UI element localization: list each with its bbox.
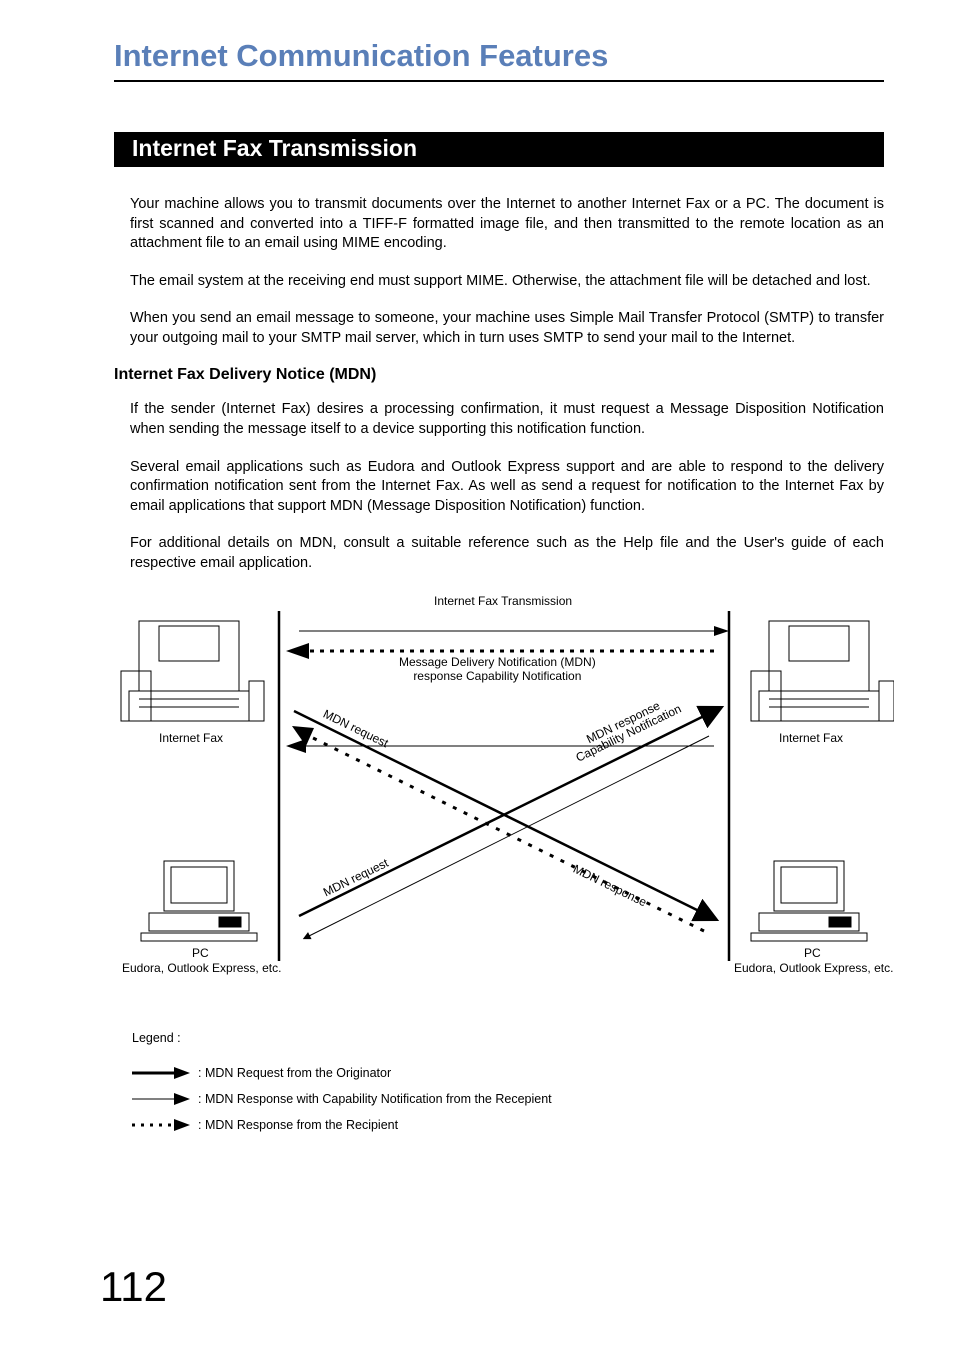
body-paragraph: Your machine allows you to transmit docu…	[130, 195, 884, 254]
body-paragraph: The email system at the receiving end mu…	[130, 272, 884, 292]
body-paragraph: If the sender (Internet Fax) desires a p…	[130, 400, 884, 439]
sub-heading: Internet Fax Delivery Notice (MDN)	[114, 366, 884, 384]
left-fax-label: Internet Fax	[159, 731, 223, 745]
section-heading: Internet Fax Transmission	[114, 132, 884, 167]
legend-item: : MDN Response from the Recipient	[132, 1117, 884, 1133]
diagram-top-label: Internet Fax Transmission	[434, 594, 572, 608]
right-fax-label: Internet Fax	[779, 731, 843, 745]
mdn-line2: response Capability Notification	[413, 669, 581, 683]
legend-item: : MDN Response with Capability Notificat…	[132, 1091, 884, 1107]
mdn-line1: Message Delivery Notification (MDN)	[399, 655, 596, 669]
page-title: Internet Communication Features	[114, 38, 884, 74]
body-paragraph: When you send an email message to someon…	[130, 309, 884, 348]
legend-swatch-thin	[132, 1091, 192, 1107]
title-divider	[114, 80, 884, 82]
legend-text: : MDN Request from the Originator	[198, 1066, 391, 1080]
legend-item: : MDN Request from the Originator	[132, 1065, 884, 1081]
legend-title: Legend :	[132, 1031, 884, 1045]
legend-text: : MDN Response from the Recipient	[198, 1118, 398, 1132]
mdn-diagram: Internet Fax Transmission Message Delive…	[114, 591, 894, 991]
left-pc-sublabel: Eudora, Outlook Express, etc.	[122, 961, 281, 975]
legend-swatch-dotted	[132, 1117, 192, 1133]
right-pc-label: PC	[804, 946, 821, 960]
page-number: 112	[100, 1263, 167, 1311]
legend: Legend : : MDN Request from the Originat…	[132, 1031, 884, 1133]
body-paragraph: Several email applications such as Eudor…	[130, 458, 884, 517]
legend-text: : MDN Response with Capability Notificat…	[198, 1092, 552, 1106]
diagram-mdn-caption: Message Delivery Notification (MDN) resp…	[399, 656, 596, 684]
right-pc-sublabel: Eudora, Outlook Express, etc.	[734, 961, 893, 975]
legend-swatch-thick	[132, 1065, 192, 1081]
body-paragraph: For additional details on MDN, consult a…	[130, 534, 884, 573]
left-pc-label: PC	[192, 946, 209, 960]
